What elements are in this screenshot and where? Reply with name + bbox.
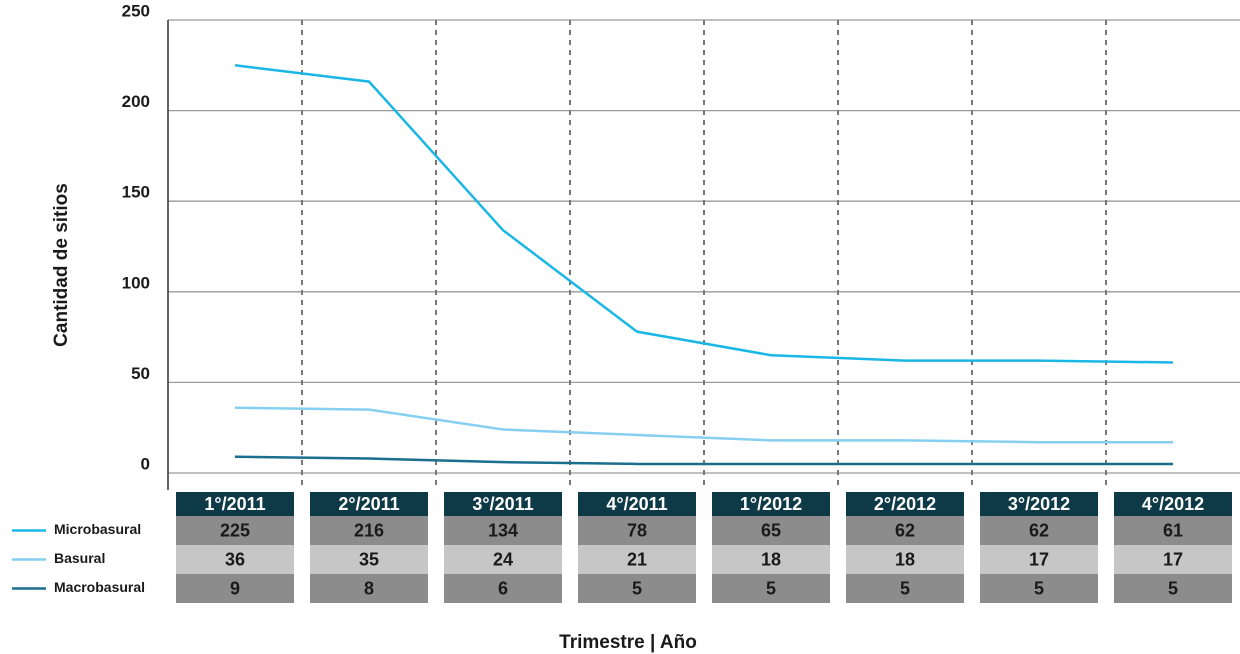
table-header-cell <box>578 492 696 516</box>
x-tick-label: 4°/2012 <box>1142 494 1204 514</box>
table-cell <box>176 574 294 603</box>
table-cell <box>980 545 1098 574</box>
table-cell <box>712 516 830 545</box>
table-cell <box>980 574 1098 603</box>
table-header-cell <box>846 492 964 516</box>
table-cell <box>712 574 830 603</box>
x-tick-label: 3°/2011 <box>472 494 533 514</box>
table-value: 24 <box>493 549 513 569</box>
table-value: 17 <box>1029 549 1049 569</box>
table-cell <box>176 516 294 545</box>
table-cell <box>846 545 964 574</box>
table-value: 18 <box>761 549 781 569</box>
series-line <box>234 64 1174 364</box>
table-value: 5 <box>900 578 910 598</box>
table-cell <box>310 516 428 545</box>
table-value: 17 <box>1163 549 1183 569</box>
legend-label: Microbasural <box>54 521 141 537</box>
x-tick-label: 3°/2012 <box>1008 494 1070 514</box>
table-value: 21 <box>627 549 647 569</box>
y-tick-label: 150 <box>122 183 150 202</box>
x-tick-label: 2°/2011 <box>338 494 399 514</box>
table-cell <box>310 574 428 603</box>
table-cell <box>712 545 830 574</box>
table-value: 65 <box>761 520 781 540</box>
series-line <box>234 455 1173 466</box>
table-value: 62 <box>895 520 915 540</box>
legend-label: Basural <box>54 550 105 566</box>
legend-label: Macrobasural <box>54 579 145 595</box>
x-tick-label: 1°/2011 <box>204 494 265 514</box>
table-value: 9 <box>230 578 240 598</box>
table-header-cell <box>176 492 294 516</box>
x-axis-title: Trimestre | Año <box>559 632 697 653</box>
series-line <box>234 406 1173 444</box>
table-cell <box>444 516 562 545</box>
x-tick-label: 4°/2011 <box>606 494 667 514</box>
table-value: 5 <box>632 578 642 598</box>
table-cell <box>1114 516 1232 545</box>
table-cell <box>846 574 964 603</box>
table-value: 35 <box>359 549 379 569</box>
table-header-cell <box>712 492 830 516</box>
y-tick-label: 250 <box>122 1 150 20</box>
table-header-cell <box>444 492 562 516</box>
table-value: 78 <box>627 520 647 540</box>
y-axis-title: Cantidad de sitios <box>51 183 72 347</box>
table-header-cell <box>310 492 428 516</box>
table-value: 5 <box>766 578 776 598</box>
table-cell <box>444 574 562 603</box>
table-value: 62 <box>1029 520 1049 540</box>
y-tick-label: 0 <box>141 454 150 473</box>
y-tick-label: 100 <box>122 273 150 292</box>
y-tick-label: 50 <box>131 364 150 383</box>
table-cell <box>1114 574 1232 603</box>
table-cell <box>1114 545 1232 574</box>
table-value: 8 <box>364 578 374 598</box>
table-value: 5 <box>1168 578 1178 598</box>
table-cell <box>444 545 562 574</box>
table-value: 61 <box>1163 520 1183 540</box>
x-tick-label: 2°/2012 <box>874 494 936 514</box>
table-cell <box>578 574 696 603</box>
table-cell <box>980 516 1098 545</box>
table-value: 134 <box>488 520 518 540</box>
table-value: 225 <box>220 520 250 540</box>
table-value: 216 <box>354 520 384 540</box>
table-cell <box>578 545 696 574</box>
x-tick-label: 1°/2012 <box>740 494 802 514</box>
table-value: 18 <box>895 549 915 569</box>
table-cell <box>578 516 696 545</box>
table-header-cell <box>980 492 1098 516</box>
table-cell <box>310 545 428 574</box>
table-value: 5 <box>1034 578 1044 598</box>
table-header-cell <box>1114 492 1232 516</box>
table-value: 6 <box>498 578 508 598</box>
table-cell <box>176 545 294 574</box>
y-tick-label: 200 <box>122 92 150 111</box>
table-value: 36 <box>225 549 245 569</box>
table-cell <box>846 516 964 545</box>
